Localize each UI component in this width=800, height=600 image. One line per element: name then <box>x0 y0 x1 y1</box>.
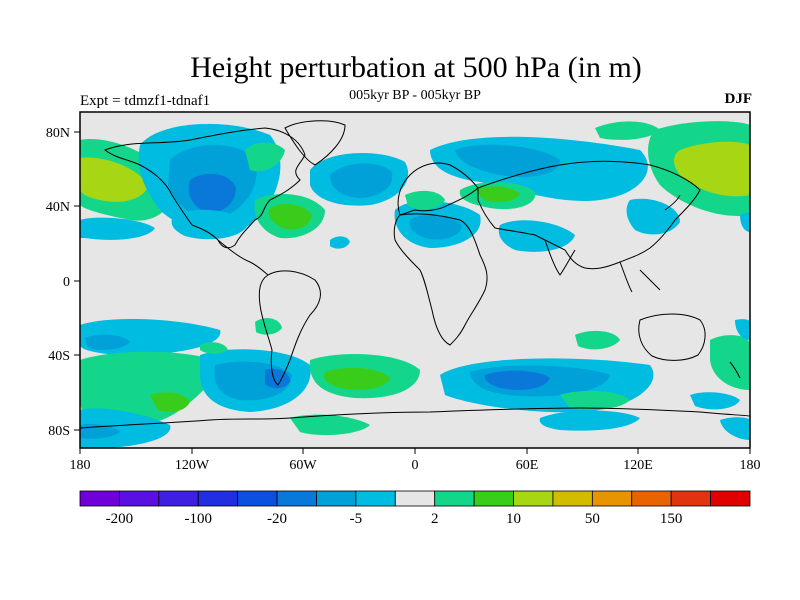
contour-positive-antarctic <box>290 414 370 436</box>
contour-negative-sind-south <box>539 410 640 431</box>
contour-positive-easia-core <box>674 141 750 197</box>
y-tick-label: 80N <box>46 126 70 141</box>
contour-negative-easia <box>626 198 680 235</box>
coast-africa <box>393 213 488 346</box>
contour-positive-sind <box>575 330 620 350</box>
contour-negative-nam-core <box>188 173 236 213</box>
contour-negative-spac-east3 <box>690 392 740 410</box>
colorbar-swatch <box>79 490 120 507</box>
contour-positive-ceurasia-core <box>475 186 520 202</box>
plot-title: Height perturbation at 500 hPa (in m) <box>190 51 642 84</box>
colorbar-label: -200 <box>106 511 134 527</box>
y-tick-label: 40S <box>48 349 70 364</box>
colorbar-label: 2 <box>431 511 439 527</box>
contour-positive-spac-core <box>150 392 190 412</box>
colorbar-swatch <box>710 490 751 507</box>
contour-negative-spac-south <box>80 408 171 448</box>
plot-subtitle: 005kyr BP - 005kyr BP <box>349 88 481 103</box>
y-tick-label: 40N <box>46 200 70 215</box>
contour-negative-pacific <box>80 217 155 240</box>
colorbar-swatch <box>513 490 554 507</box>
coast-asia <box>477 160 701 270</box>
axis-ticks <box>74 131 751 454</box>
colorbar-swatch <box>552 490 593 507</box>
colorbar <box>79 490 751 507</box>
x-tick-label: 60W <box>289 458 317 473</box>
coastlines <box>80 120 750 429</box>
colorbar-label: -20 <box>267 511 287 527</box>
contour-positive-npac-core <box>80 157 148 202</box>
contour-positive-small-sam2 <box>200 342 228 354</box>
experiment-label: Expt = tdmzf1-tdnaf1 <box>80 93 211 109</box>
colorbar-swatch <box>158 490 199 507</box>
contour-positive-europe <box>405 190 445 210</box>
season-label: DJF <box>724 91 753 107</box>
coast-seasia <box>619 261 661 293</box>
contour-negative-sind-core <box>484 370 550 390</box>
colorbar-swatch <box>276 490 317 507</box>
colorbar-swatch <box>670 490 711 507</box>
x-tick-label: 120E <box>623 458 653 473</box>
coast-greenland <box>284 120 346 166</box>
coast-japan <box>664 194 681 211</box>
colorbar-swatch <box>355 490 396 507</box>
x-tick-label: 120W <box>175 458 210 473</box>
contour-negative-wpac <box>740 212 750 232</box>
contour-negative-small-atl <box>330 236 350 249</box>
contour-positive-natl-core <box>268 204 312 230</box>
y-tick-label: 80S <box>48 424 70 439</box>
x-tick-label: 180 <box>70 458 91 473</box>
contour-positive-greenland <box>245 142 285 172</box>
coast-central-america <box>217 239 269 276</box>
contour-negative-spac-east2 <box>720 417 750 440</box>
contour-negative-spac-core <box>85 334 130 350</box>
coast-nz <box>729 361 741 379</box>
colorbar-swatch <box>119 490 160 507</box>
coast-australia <box>638 313 706 361</box>
colorbar-swatch <box>473 490 514 507</box>
colorbar-label: 50 <box>585 511 600 527</box>
contour-positive-small-sam <box>255 318 282 335</box>
colorbar-swatch <box>316 490 357 507</box>
contour-positive-np-east <box>595 121 660 140</box>
colorbar-label: -100 <box>184 511 212 527</box>
colorbar-swatch <box>237 490 278 507</box>
colorbar-label: 10 <box>506 511 521 527</box>
x-tick-label: 180 <box>740 458 761 473</box>
contour-negative-eurasia-core <box>455 144 560 177</box>
contour-positive-sind2 <box>560 390 630 410</box>
contour-negative-spac-east <box>735 319 750 340</box>
coast-antarctica <box>80 407 750 429</box>
contour-negative-natl-core <box>330 163 393 198</box>
contour-negative-pacific2 <box>171 209 248 240</box>
colorbar-swatch <box>631 490 672 507</box>
coast-south-america <box>258 270 321 386</box>
colorbar-labels: -200 -100 -20 -5 2 10 50 150 <box>106 511 683 527</box>
contour-positive-satl-core <box>324 367 390 390</box>
colorbar-label: -5 <box>350 511 363 527</box>
contour-negative-mideast-core <box>409 214 462 240</box>
colorbar-swatch <box>434 490 475 507</box>
contour-fills <box>80 121 750 448</box>
coast-north-america <box>104 127 306 249</box>
x-tick-label: 0 <box>412 458 419 473</box>
colorbar-label: 150 <box>660 511 683 527</box>
coast-india <box>544 239 576 276</box>
colorbar-swatch <box>197 490 239 507</box>
colorbar-swatch <box>394 490 436 507</box>
x-tick-label: 60E <box>516 458 539 473</box>
colorbar-swatch <box>591 490 633 507</box>
y-tick-label: 0 <box>63 275 70 290</box>
